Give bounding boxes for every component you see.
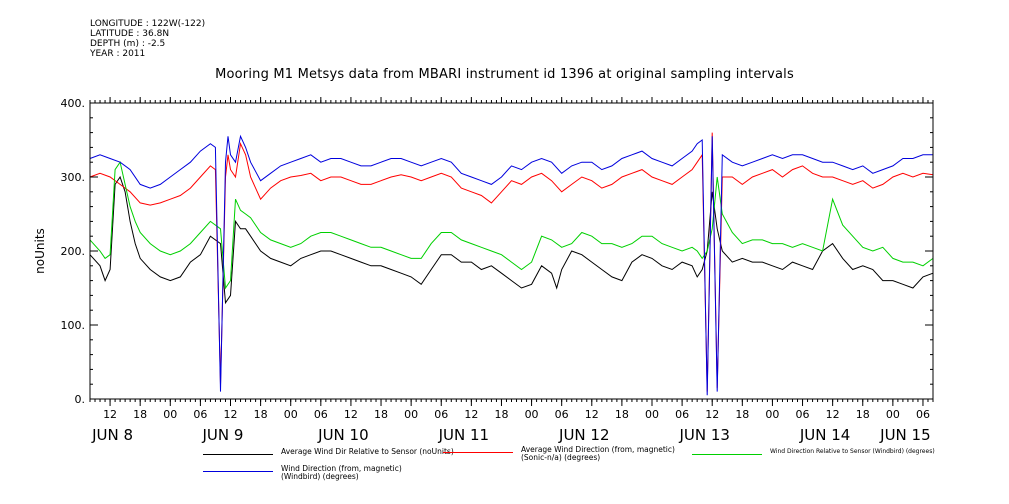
x-tick-label: 00 bbox=[404, 408, 418, 421]
x-tick-label: 12 bbox=[585, 408, 599, 421]
x-tick-label: 06 bbox=[314, 408, 328, 421]
x-tick-label: 12 bbox=[705, 408, 719, 421]
x-tick-label: 00 bbox=[645, 408, 659, 421]
x-day-label: JUN 12 bbox=[558, 426, 609, 444]
x-day-label: JUN 15 bbox=[879, 426, 930, 444]
x-day-label: JUN 14 bbox=[799, 426, 850, 444]
series-line-0 bbox=[89, 175, 934, 305]
x-tick-label: 00 bbox=[886, 408, 900, 421]
x-tick-label: 06 bbox=[916, 408, 930, 421]
y-tick-label: 200. bbox=[61, 245, 86, 258]
depth-label: DEPTH (m) : -2.5 bbox=[90, 39, 166, 49]
x-day-label: JUN 8 bbox=[91, 426, 133, 444]
x-tick-label: 18 bbox=[133, 408, 147, 421]
year-label: YEAR : 2011 bbox=[90, 49, 146, 59]
x-tick-label: 18 bbox=[374, 408, 388, 421]
x-tick-label: 00 bbox=[765, 408, 779, 421]
longitude-label: LONGITUDE : 122W(-122) bbox=[90, 19, 206, 29]
x-tick-label: 06 bbox=[193, 408, 207, 421]
x-tick-label: 18 bbox=[494, 408, 508, 421]
y-axis-label: noUnits bbox=[33, 228, 47, 274]
y-tick-label: 0. bbox=[75, 393, 86, 406]
x-day-label: JUN 10 bbox=[317, 426, 368, 444]
series-line-3 bbox=[89, 134, 933, 396]
x-tick-label: 12 bbox=[464, 408, 478, 421]
y-tick-label: 100. bbox=[61, 319, 86, 332]
x-tick-label: 00 bbox=[163, 408, 177, 421]
series-line-1 bbox=[89, 132, 934, 392]
x-tick-label: 06 bbox=[796, 408, 810, 421]
latitude-label: LATITUDE : 36.8N bbox=[90, 29, 170, 39]
x-tick-label: 18 bbox=[735, 408, 749, 421]
x-day-label: JUN 9 bbox=[202, 426, 244, 444]
x-day-label: JUN 11 bbox=[438, 426, 489, 444]
y-tick-label: 400. bbox=[61, 97, 86, 110]
x-tick-label: 12 bbox=[224, 408, 238, 421]
x-tick-label: 12 bbox=[103, 408, 117, 421]
series-line-2 bbox=[89, 160, 934, 290]
x-tick-label: 18 bbox=[615, 408, 629, 421]
x-tick-label: 12 bbox=[344, 408, 358, 421]
y-tick-label: 300. bbox=[61, 171, 86, 184]
x-tick-label: 06 bbox=[434, 408, 448, 421]
plot-frame bbox=[89, 102, 934, 400]
chart-title: Mooring M1 Metsys data from MBARI instru… bbox=[215, 67, 794, 82]
x-tick-label: 06 bbox=[555, 408, 569, 421]
x-tick-label: 06 bbox=[675, 408, 689, 421]
metadata-block: LONGITUDE : 122W(-122) LATITUDE : 36.8N … bbox=[90, 19, 205, 59]
x-tick-label: 12 bbox=[826, 408, 840, 421]
x-tick-label: 18 bbox=[856, 408, 870, 421]
x-tick-label: 00 bbox=[525, 408, 539, 421]
x-tick-label: 00 bbox=[284, 408, 298, 421]
x-tick-label: 18 bbox=[254, 408, 268, 421]
x-day-label: JUN 13 bbox=[678, 426, 729, 444]
